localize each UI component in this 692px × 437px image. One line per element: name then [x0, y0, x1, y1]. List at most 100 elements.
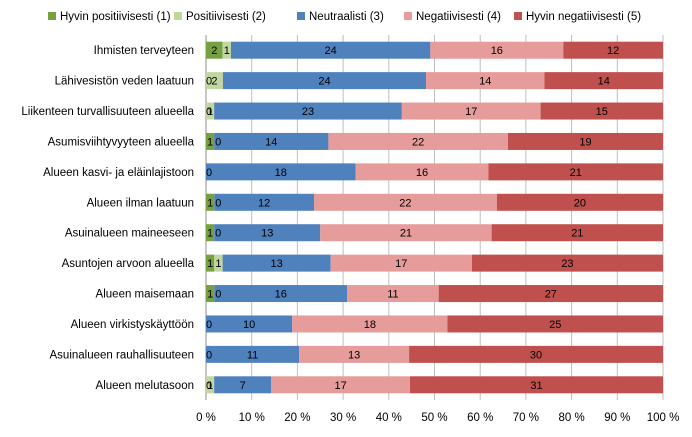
bar-segment [401, 102, 541, 120]
data-label: 1 [207, 228, 213, 240]
legend-swatch [48, 12, 56, 20]
bar-segment [222, 72, 427, 90]
bar-segment [206, 254, 215, 272]
data-label: 1 [224, 45, 230, 57]
data-label: 0 [206, 349, 212, 361]
data-label: 11 [247, 349, 258, 361]
bar-segment [328, 132, 508, 150]
bar-segment [271, 376, 411, 394]
category-labels: Ihmisten terveyteen Lähivesistön veden la… [21, 45, 194, 392]
bar-segment [409, 345, 663, 363]
data-label: 2 [211, 76, 217, 88]
data-label: 10 [243, 319, 255, 331]
bar-segment [447, 315, 663, 333]
data-label: 23 [302, 106, 314, 118]
data-label: 22 [412, 136, 424, 148]
bars [206, 41, 663, 394]
data-label: 1 [207, 197, 213, 209]
x-tick-label: 50 % [421, 412, 447, 424]
data-label: 7 [240, 380, 246, 392]
data-label: 16 [491, 45, 503, 57]
bar-segment [314, 193, 497, 211]
category-label: Asuinalueen maineeseen [65, 228, 194, 240]
data-label: 21 [570, 167, 582, 179]
bar-segment [355, 163, 489, 181]
data-label: 0 [206, 76, 212, 88]
bar-segment [214, 254, 223, 272]
bar-segment [507, 132, 663, 150]
data-label: 12 [258, 197, 270, 209]
data-label: 18 [275, 167, 287, 179]
data-label: 27 [545, 289, 557, 301]
data-label: 0 [215, 136, 221, 148]
data-label: 0 [206, 380, 212, 392]
category-label: Alueen maisemaan [96, 289, 194, 301]
data-label: 16 [275, 289, 287, 301]
x-tick-label: 90 % [604, 412, 630, 424]
x-tick-label: 70 % [513, 412, 539, 424]
x-tick-label: 40 % [376, 412, 402, 424]
bar-segment [214, 224, 321, 242]
data-label: 30 [530, 349, 542, 361]
bar-segment [206, 224, 215, 242]
bar-segment [206, 132, 215, 150]
bar-segment [292, 315, 448, 333]
data-label: 22 [399, 197, 411, 209]
data-label: 0 [206, 319, 212, 331]
bar-segment [426, 72, 545, 90]
bar-segment [206, 285, 215, 303]
bar-segment [206, 315, 293, 333]
category-label: Asumisviihtyvyyteen alueella [48, 136, 195, 148]
data-label: 2 [211, 45, 217, 57]
data-label: 17 [395, 258, 407, 270]
data-label: 1 [207, 380, 213, 392]
legend-label: Neutraalisti (3) [309, 11, 384, 23]
x-tick-label: 80 % [558, 412, 584, 424]
bar-segment [222, 254, 331, 272]
legend-swatch [174, 12, 182, 20]
data-label: 0 [215, 228, 221, 240]
bar-segment [438, 285, 663, 303]
data-label: 19 [579, 136, 591, 148]
data-label: 1 [215, 258, 221, 270]
bar-segment [330, 254, 472, 272]
data-label: 13 [348, 349, 360, 361]
category-label: Lähivesistön veden laatuun [55, 76, 194, 88]
data-label: 0 [206, 167, 212, 179]
x-tick-label: 100 % [647, 412, 680, 424]
data-label: 15 [596, 106, 608, 118]
data-label: 14 [479, 76, 491, 88]
bar-segment [410, 376, 663, 394]
bar-segment [540, 102, 663, 120]
bar-segment [544, 72, 663, 90]
bar-segment [347, 285, 439, 303]
data-label: 25 [549, 319, 561, 331]
legend-swatch [404, 12, 412, 20]
gridlines [205, 35, 664, 400]
bar-segment [214, 102, 402, 120]
data-label: 1 [207, 136, 213, 148]
legend: Hyvin positiivisesti (1) Positiivisesti (… [48, 11, 641, 23]
data-label: 0 [215, 289, 221, 301]
bar-segment [206, 41, 223, 59]
data-label: 0 [215, 197, 221, 209]
x-tick-label: 60 % [467, 412, 493, 424]
x-axis-ticks: 0 % 10 % 20 % 30 % 40 % 50 % 60 % 70 % 80 % 90 % 1… [196, 412, 679, 424]
bar-segment [206, 102, 215, 120]
bar-segment [214, 285, 348, 303]
data-label: 31 [530, 380, 542, 392]
x-tick-label: 10 % [239, 412, 265, 424]
bar-segment [206, 193, 215, 211]
category-label: Ihmisten terveyteen [94, 45, 194, 57]
bar-segment [206, 72, 223, 90]
bar-segment [488, 163, 663, 181]
data-label: 23 [561, 258, 573, 270]
category-label: Alueen virkistyskäyttöön [71, 319, 194, 331]
x-tick-label: 30 % [330, 412, 356, 424]
bar-segment [222, 41, 231, 59]
bar-segment [206, 163, 356, 181]
bar-segment [563, 41, 663, 59]
data-label: 20 [574, 197, 586, 209]
